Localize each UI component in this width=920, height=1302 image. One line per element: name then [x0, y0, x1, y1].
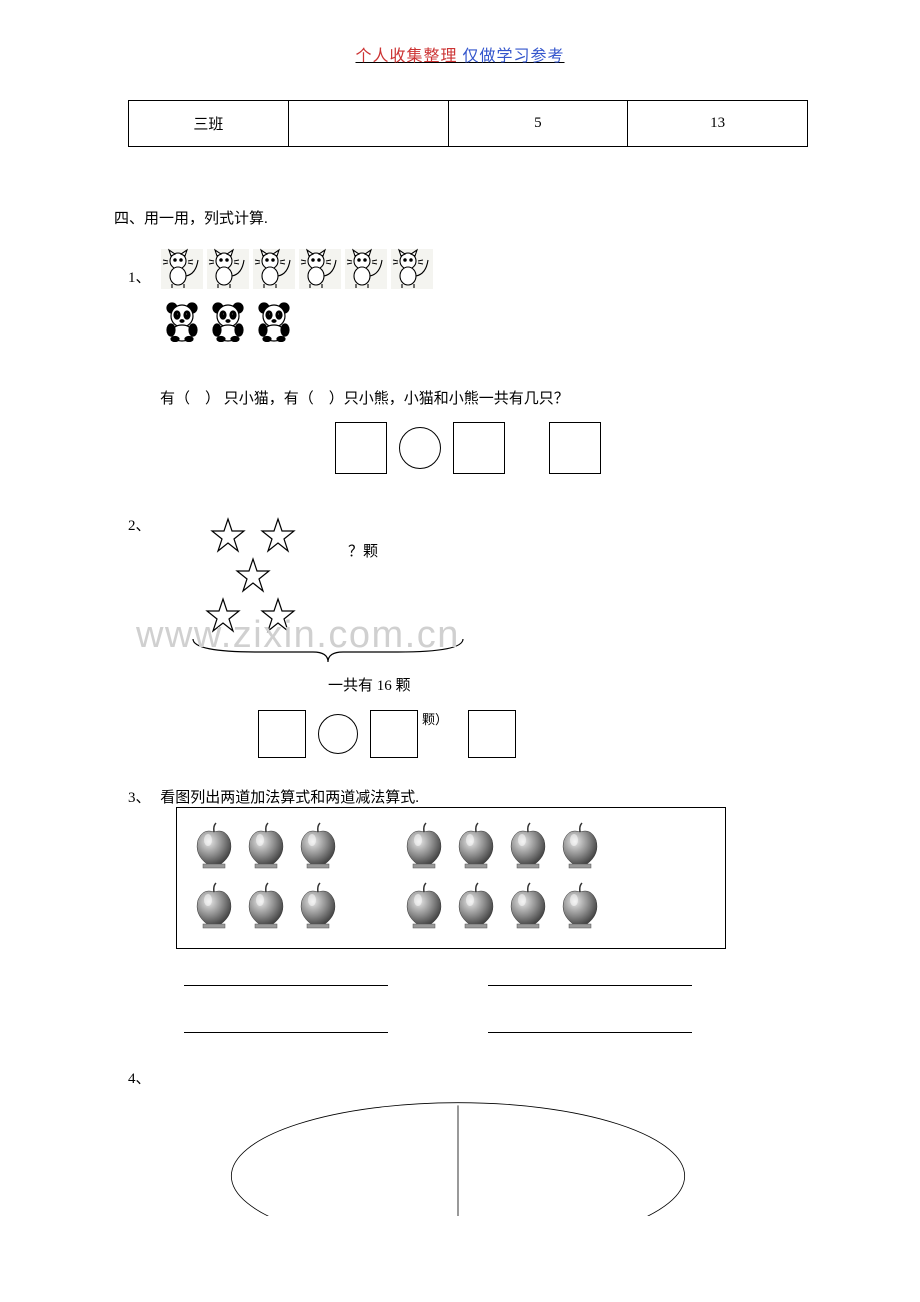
apple-icon [399, 880, 449, 930]
section-title: 四、用一用，列式计算. [114, 207, 808, 228]
q1-text: 有（ ） 只小猫，有（ ）只小熊，小猫和小熊一共有几只？ [160, 387, 808, 408]
table-cell: 13 [628, 101, 808, 147]
ellipse-diagram [108, 1096, 808, 1221]
table-cell: 三班 [129, 101, 289, 147]
apple-icon [503, 820, 553, 870]
q3-num: 3、 [128, 786, 151, 807]
answer-line [184, 1032, 388, 1033]
page-header: 个人收集整理 仅做学习参考 [0, 0, 920, 66]
apple-icon [555, 880, 605, 930]
q3-text: 看图列出两道加法算式和两道减法算式. [160, 790, 419, 806]
answer-box [549, 422, 601, 474]
answer-box [335, 422, 387, 474]
cat-row [160, 248, 434, 290]
question-4: 4、 [128, 1067, 808, 1221]
data-table: 三班 5 13 [128, 100, 808, 147]
panda-icon [252, 300, 296, 342]
table-cell: 5 [448, 101, 628, 147]
unit-label: 颗） [422, 709, 448, 728]
answer-lines [184, 1032, 808, 1033]
apple-icon [451, 880, 501, 930]
question-1: 1、 [128, 248, 808, 474]
table-row: 三班 5 13 [129, 101, 808, 147]
apple-icon [451, 820, 501, 870]
apple-icon [399, 820, 449, 870]
apple-icon [555, 820, 605, 870]
operator-circle [318, 714, 358, 754]
apple-icon [189, 880, 239, 930]
answer-line [488, 1032, 692, 1033]
page-content: 三班 5 13 四、用一用，列式计算. 1、 [128, 100, 808, 1221]
q2-unknown-label: ？颗 [348, 540, 378, 561]
q1-equation [128, 422, 808, 474]
answer-line [184, 985, 388, 986]
brace-icon [188, 634, 468, 664]
q2-total-text: 一共有 16 颗 [328, 674, 411, 695]
apple-icon [189, 820, 239, 870]
header-part1: 个人收集整理 [355, 48, 457, 65]
answer-box [370, 710, 418, 758]
answer-lines [184, 985, 808, 986]
apple-group [399, 880, 605, 930]
q4-num: 4、 [128, 1067, 151, 1088]
table-cell [288, 101, 448, 147]
apple-group [189, 820, 343, 870]
question-2: 2、 ？颗 一共有 16 颗 颗） [128, 514, 808, 774]
apple-icon [241, 880, 291, 930]
cat-icon [252, 248, 296, 290]
apple-icon [503, 880, 553, 930]
cat-icon [160, 248, 204, 290]
q2-equation: 颗） [258, 710, 516, 758]
answer-box [453, 422, 505, 474]
q2-num: 2、 [128, 514, 151, 535]
apple-icon [293, 820, 343, 870]
apple-icon [293, 880, 343, 930]
cat-icon [390, 248, 434, 290]
panda-icon [206, 300, 250, 342]
apple-box [176, 807, 726, 949]
star-group [188, 514, 308, 644]
answer-box [258, 710, 306, 758]
cat-icon [344, 248, 388, 290]
header-part2: 仅做学习参考 [463, 48, 565, 65]
cat-icon [206, 248, 250, 290]
operator-circle [399, 427, 441, 469]
cat-icon [298, 248, 342, 290]
panda-row [160, 300, 434, 342]
answer-box [468, 710, 516, 758]
q1-num: 1、 [128, 266, 151, 287]
apple-icon [241, 820, 291, 870]
panda-icon [160, 300, 204, 342]
question-3: 3、 看图列出两道加法算式和两道减法算式. [128, 786, 808, 1033]
apple-group [399, 820, 605, 870]
answer-line [488, 985, 692, 986]
apple-group [189, 880, 343, 930]
